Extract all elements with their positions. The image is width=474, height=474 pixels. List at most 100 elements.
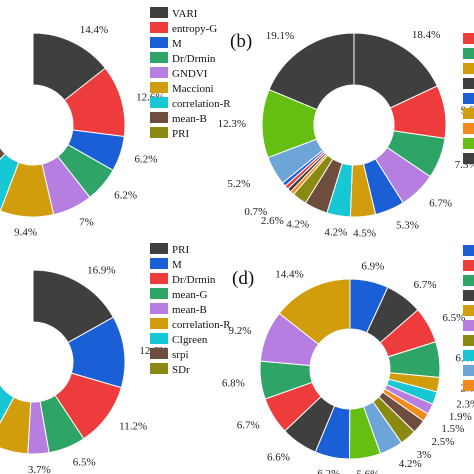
legend-swatch-c-6 <box>150 333 168 344</box>
legend-label-c-2: Dr/Drmin <box>172 274 216 286</box>
donut-chart-d: 6.9%6.7%6.5%6.4%2.6%2.3%1.9%1.5%2.5%3%4.… <box>222 260 474 474</box>
legend-swatch-c-7 <box>150 348 168 359</box>
legend-swatch-d-7 <box>463 350 474 361</box>
slice-label-d-1: 6.7% <box>414 279 437 291</box>
donut-chart-a: 14.4%12.6%6.2%6.2%7%9.4% <box>0 24 165 239</box>
legend-label-a-0: VARI <box>172 8 198 20</box>
slice-label-d-0: 6.9% <box>361 260 384 272</box>
legend-swatch-c-2 <box>150 273 168 284</box>
legend-swatch-d-8 <box>463 365 474 376</box>
legend-swatch-c-1 <box>150 258 168 269</box>
legend-label-a-5: Maccioni <box>172 83 214 95</box>
legend-swatch-b-5 <box>463 108 474 119</box>
slice-c-6 <box>0 383 15 424</box>
legend-swatch-c-0 <box>150 243 168 254</box>
slice-label-d-15: 6.8% <box>222 377 245 389</box>
slice-label-d-2: 6.5% <box>442 312 465 324</box>
legend-swatch-d-0 <box>463 245 474 256</box>
legend-swatch-b-7 <box>463 138 474 149</box>
legend-swatch-a-6 <box>150 97 168 108</box>
legend-swatch-b-0 <box>463 33 474 44</box>
slice-a-7 <box>0 146 6 160</box>
legend-label-c-4: mean-B <box>172 304 207 316</box>
legend-label-c-3: mean-G <box>172 289 207 301</box>
slice-label-a-2: 6.2% <box>135 154 158 166</box>
slice-label-d-14: 6.7% <box>237 419 260 431</box>
slice-label-c-3: 6.5% <box>73 456 96 468</box>
legend-swatch-d-4 <box>463 305 474 316</box>
slice-label-c-4: 3.7% <box>28 464 51 474</box>
legend-label-c-0: PRI <box>172 244 189 256</box>
legend-swatch-c-3 <box>150 288 168 299</box>
slice-c-5 <box>0 396 32 455</box>
legend-swatch-b-2 <box>463 63 474 74</box>
legend-swatch-b-3 <box>463 78 474 89</box>
slice-label-d-12: 6.2% <box>317 468 340 474</box>
slice-label-d-5: 2.3% <box>456 398 474 410</box>
legend-swatch-a-2 <box>150 37 168 48</box>
donut-chart-c: 16.9%12.6%11.2%6.5%3.7% <box>0 265 168 474</box>
slice-label-b-6: 4.2% <box>324 226 347 238</box>
slice-b-15 <box>268 32 355 111</box>
legend-label-c-7: srpi <box>172 349 189 361</box>
legend-label-a-2: M <box>172 38 182 50</box>
slice-label-b-15: 19.1% <box>266 30 294 42</box>
slice-label-b-7: 4.2% <box>286 218 309 230</box>
slice-label-b-3: 6.7% <box>429 198 452 210</box>
legend-swatch-b-8 <box>463 153 474 164</box>
slice-label-d-7: 1.5% <box>441 423 464 435</box>
slice-label-b-9: 0.7% <box>244 206 267 218</box>
legend-label-a-3: Dr/Drmin <box>172 53 216 65</box>
legend-swatch-c-4 <box>150 303 168 314</box>
legend-swatch-a-0 <box>150 7 168 18</box>
legend-swatch-b-1 <box>463 48 474 59</box>
legend-swatch-d-3 <box>463 290 474 301</box>
legend-label-a-8: PRI <box>172 128 189 140</box>
slice-label-b-4: 5.3% <box>396 219 419 231</box>
legend-swatch-a-4 <box>150 67 168 78</box>
legend-swatch-a-8 <box>150 127 168 138</box>
slice-label-b-14: 12.3% <box>218 118 246 130</box>
legend-label-c-6: CIgreen <box>172 334 208 346</box>
slice-label-b-5: 4.5% <box>353 227 376 239</box>
slice-label-d-13: 6.6% <box>267 451 290 463</box>
slice-label-d-9: 3% <box>417 449 432 461</box>
legend-a: VARI entropy-G M Dr/Drmin GNDVI Maccioni corre… <box>150 7 231 140</box>
legend-label-a-6: correlation-R <box>172 98 231 110</box>
legend-label-c-1: M <box>172 259 182 271</box>
slice-label-c-0: 16.9% <box>87 265 115 277</box>
legend-swatch-a-5 <box>150 82 168 93</box>
legend-swatch-b-4 <box>463 93 474 104</box>
legend-swatch-d-2 <box>463 275 474 286</box>
slice-label-d-16: 9.2% <box>229 325 252 337</box>
slice-d-17 <box>278 278 351 345</box>
slice-label-b-8: 2.6% <box>261 215 284 227</box>
legend-label-a-4: GNDVI <box>172 68 208 80</box>
slice-label-c-2: 11.2% <box>119 420 147 432</box>
slice-label-b-0: 18.4% <box>412 29 440 41</box>
slice-label-d-8: 2.5% <box>431 436 454 448</box>
legend-swatch-d-9 <box>463 380 474 391</box>
legend-label-a-1: entropy-G <box>172 23 217 35</box>
legend-b <box>463 33 474 164</box>
legend-swatch-d-6 <box>463 335 474 346</box>
legend-swatch-c-5 <box>150 318 168 329</box>
legend-swatch-d-1 <box>463 260 474 271</box>
slice-a-6 <box>0 153 20 212</box>
legend-swatch-b-6 <box>463 123 474 134</box>
legend-label-c-5: correlation-R <box>172 319 231 331</box>
legend-c: PRI M Dr/Drmin mean-G mean-B correlation-R CIg… <box>150 243 231 376</box>
legend-d <box>463 245 474 391</box>
slice-label-a-5: 9.4% <box>14 227 37 239</box>
legend-label-a-7: mean-B <box>172 113 207 125</box>
legend-swatch-c-8 <box>150 363 168 374</box>
donut-chart-b: 18.4%9.5%7.3%6.7%5.3%4.5%4.2%4.2%2.6%0.7… <box>218 29 474 240</box>
slice-label-d-17: 14.4% <box>275 269 303 281</box>
slice-label-a-0: 14.4% <box>80 24 108 36</box>
legend-swatch-a-3 <box>150 52 168 63</box>
slice-label-d-11: 5.6% <box>356 468 379 474</box>
slice-b-0 <box>353 32 438 109</box>
legend-label-c-8: SDr <box>172 364 190 376</box>
panel-label-b: (b) <box>230 31 252 52</box>
